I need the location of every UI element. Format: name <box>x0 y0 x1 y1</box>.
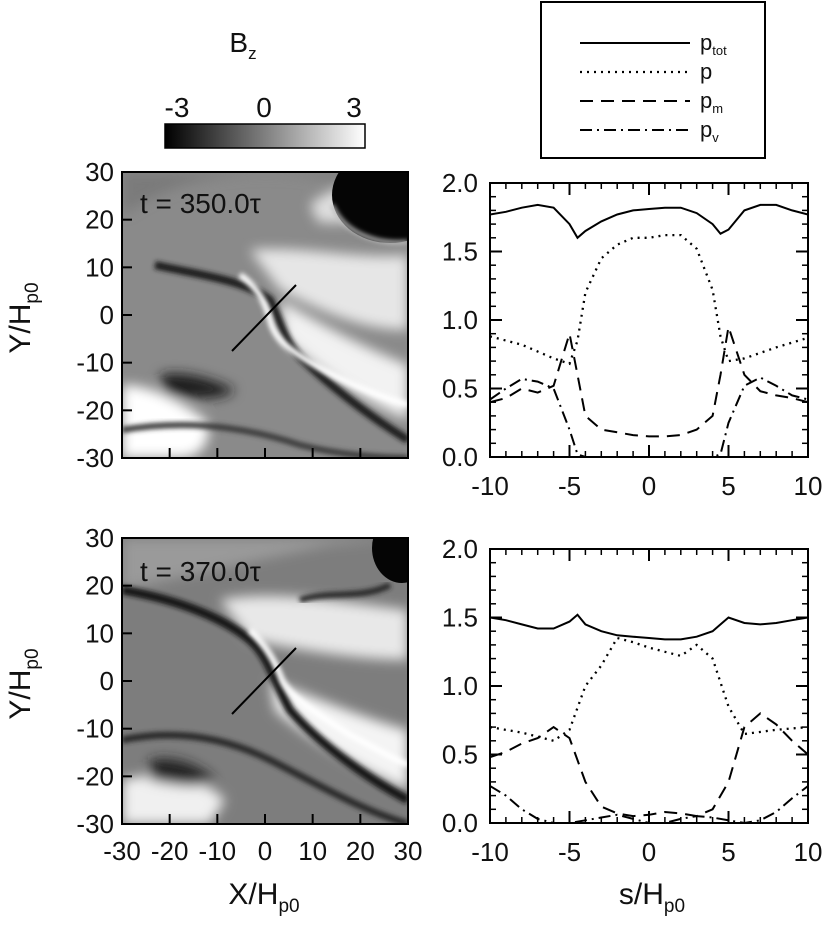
map-xtick-label-6: 30 <box>394 836 423 866</box>
map-xtick-label-3: 0 <box>258 836 272 866</box>
map-ytick-label-top-3: 0 <box>100 300 114 330</box>
series-p-m-bottom <box>490 712 808 818</box>
legend-label-p: p <box>700 59 712 84</box>
map-ytick-label-bottom-2: 10 <box>85 618 114 648</box>
map-xtick-label-0: -30 <box>103 836 141 866</box>
line-xtick-label-bottom-3: 5 <box>721 837 735 867</box>
cut-line-bottom <box>231 647 297 715</box>
map-ytick-label-top-0: 30 <box>85 157 114 187</box>
line-ytick-label-bottom-2: 1.0 <box>442 671 478 701</box>
line-plot-bottom: 2.0 1.5 1.0 0.5 0.0-10 -5 0 5 10 <box>442 534 823 867</box>
series-p-tot-top <box>490 203 808 240</box>
line-xtick-label-top-1: -5 <box>558 471 581 501</box>
map-ytick-label-top-5: -20 <box>76 395 114 425</box>
line-ytick-label-top-4: 0.0 <box>442 442 478 472</box>
series-p-v-top <box>490 376 808 457</box>
legend-label-pm: pm <box>700 88 723 116</box>
line-xtick-label-top-4: 10 <box>794 471 823 501</box>
line-ytick-label-bottom-3: 0.5 <box>442 740 478 770</box>
map-ytick-label-bottom-6: -30 <box>76 809 114 839</box>
map-ytick-label-top-1: 20 <box>85 205 114 235</box>
line-ytick-label-bottom-1: 1.5 <box>442 603 478 633</box>
line-xtick-label-top-2: 0 <box>642 471 656 501</box>
x-axis-label-map: X/Hp0 <box>228 878 299 917</box>
map-ytick-label-top-6: -30 <box>76 443 114 473</box>
time-label-top: t = 350.0τ <box>140 188 261 219</box>
line-ytick-label-bottom-4: 0.0 <box>442 808 478 838</box>
series-p-tot-bottom <box>490 613 808 641</box>
map-xtick-label-1: -20 <box>151 836 189 866</box>
colorbar: Bz -3 0 3 <box>164 27 366 149</box>
map-xtick-label-2: -10 <box>199 836 237 866</box>
cut-line-top <box>231 284 297 352</box>
line-xtick-label-bottom-0: -10 <box>471 837 509 867</box>
legend-label-ptot: ptot <box>700 30 727 58</box>
series-p-m-top <box>490 326 808 438</box>
heatmap-bottom: t = 370.0τ <box>121 537 409 825</box>
line-xtick-label-bottom-1: -5 <box>558 837 581 867</box>
map-ytick-label-top-4: -10 <box>76 348 114 378</box>
x-axis-label-line: s/Hp0 <box>619 878 685 917</box>
y-axis-label-top: Y/Hp0 <box>4 282 43 353</box>
line-xtick-label-top-0: -10 <box>471 471 509 501</box>
legend-label-pv: pv <box>700 117 719 145</box>
line-plots: 2.01.51.00.50.0-10 -5 0 5 102.01.51.00.50.0-… <box>442 168 823 867</box>
legend-box <box>540 1 766 159</box>
legend: ptot p pm pv <box>540 1 766 159</box>
map-ytick-label-bottom-0: 30 <box>85 523 114 553</box>
map-ytick-label-bottom-4: -10 <box>76 714 114 744</box>
line-ytick-label-top-0: 2.0 <box>442 168 478 198</box>
line-plot-top: 2.0 1.5 1.0 0.5 0.0-10 -5 0 5 10 <box>442 168 823 501</box>
map-ytick-label-bottom-3: 0 <box>100 666 114 696</box>
colorbar-tick-mid: 0 <box>256 92 272 123</box>
line-plot-frame-top <box>489 182 809 458</box>
map-xtick-label-4: 10 <box>298 836 327 866</box>
map-ytick-label-bottom-1: 20 <box>85 571 114 601</box>
colorbar-tick-min: -3 <box>165 92 190 123</box>
heatmap-top: t = 350.0τ <box>121 171 409 459</box>
time-label-bottom: t = 370.0τ <box>140 556 261 587</box>
line-ytick-label-top-2: 1.0 <box>442 305 478 335</box>
colorbar-gradient <box>164 123 366 149</box>
series-p-top <box>490 233 808 366</box>
line-ytick-label-top-1: 1.5 <box>442 237 478 267</box>
map-xtick-label-5: 20 <box>346 836 375 866</box>
line-xtick-label-bottom-2: 0 <box>642 837 656 867</box>
line-ytick-label-bottom-0: 2.0 <box>442 534 478 564</box>
colorbar-label: Bz <box>229 27 256 63</box>
colorbar-tick-max: 3 <box>346 92 362 123</box>
y-axis-label-bottom: Y/Hp0 <box>4 648 43 719</box>
line-plot-frame-bottom <box>489 548 809 824</box>
line-ytick-label-top-3: 0.5 <box>442 374 478 404</box>
line-xtick-label-bottom-4: 10 <box>794 837 823 867</box>
map-ytick-label-top-2: 10 <box>85 252 114 282</box>
series-p-bottom <box>490 636 808 743</box>
map-ytick-label-bottom-5: -20 <box>76 761 114 791</box>
line-xtick-label-top-3: 5 <box>721 471 735 501</box>
